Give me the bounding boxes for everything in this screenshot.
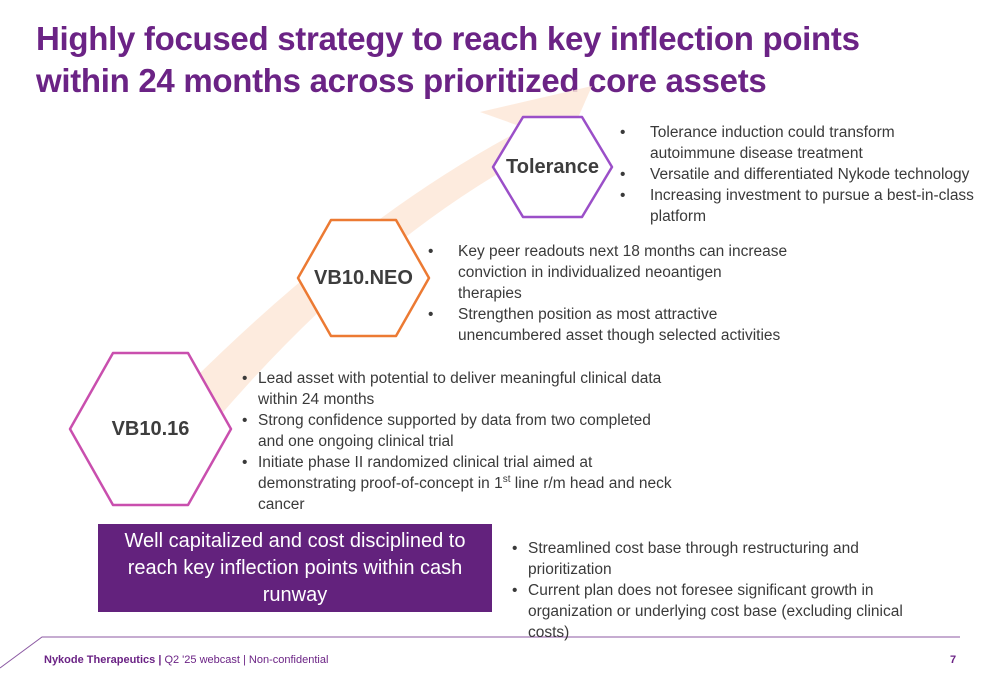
cost-bullet: Current plan does not foresee significan… <box>512 580 942 643</box>
tolerance-bullet: Tolerance induction could transform auto… <box>620 122 980 164</box>
cost-bullets: Streamlined cost base through restructur… <box>512 538 942 643</box>
vb1016-bullet: Strong confidence supported by data from… <box>242 410 672 452</box>
vb10neo-bullets: Key peer readouts next 18 months can inc… <box>428 241 788 346</box>
tolerance-label: Tolerance <box>506 156 599 178</box>
vb1016-bullet3-superscript: st <box>502 473 511 485</box>
footer-company-name: Nykode Therapeutics | Q2 '25 webcast | N… <box>44 654 328 666</box>
vb10neo-bullet: Strengthen position as most attractive u… <box>428 304 788 346</box>
tolerance-bullets: Tolerance induction could transform auto… <box>620 122 980 227</box>
tolerance-bullet: Increasing investment to pursue a best-i… <box>620 185 980 227</box>
footer-company: Nykode Therapeutics | <box>44 654 162 666</box>
tolerance-hexagon <box>491 115 614 219</box>
slide-title: Highly focused strategy to reach key inf… <box>36 20 860 99</box>
capital-callout-box: Well capitalized and cost disciplined to… <box>98 524 492 612</box>
capital-callout-text: Well capitalized and cost disciplined to… <box>124 529 466 606</box>
cost-bullet: Streamlined cost base through restructur… <box>512 538 942 580</box>
vb10neo-bullet: Key peer readouts next 18 months can inc… <box>428 241 788 304</box>
vb1016-bullets: Lead asset with potential to deliver mea… <box>242 368 672 515</box>
vb1016-bullet: Lead asset with potential to deliver mea… <box>242 368 672 410</box>
vb1016-hexagon <box>68 351 233 507</box>
vb1016-bullet3-text: Initiate phase II randomized clinical tr… <box>258 454 593 492</box>
vb1016-bullet: Initiate phase II randomized clinical tr… <box>242 452 672 515</box>
tolerance-bullet: Versatile and differentiated Nykode tech… <box>620 164 980 185</box>
footer-meta: Q2 '25 webcast | Non-confidential <box>161 654 329 666</box>
vb1016-bullet3-text-end: line r/m head and neck cancer <box>258 475 672 513</box>
page-number: 7 <box>950 654 957 666</box>
vb1016-label: VB10.16 <box>111 418 190 440</box>
vb10neo-label: VB10.NEO <box>314 267 413 289</box>
